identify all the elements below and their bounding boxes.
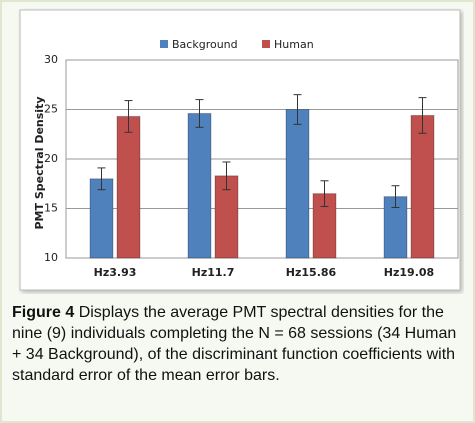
bar: [410, 114, 435, 259]
legend-label: Background: [172, 38, 238, 51]
caption-label: Figure 4: [12, 304, 75, 321]
y-tick-label: 25: [44, 103, 58, 116]
y-tick-label: 30: [44, 53, 58, 66]
bar: [285, 109, 310, 259]
y-tick-label: 20: [44, 152, 58, 165]
x-tick-label: Hz11.7: [192, 266, 235, 279]
y-axis-label: PMT Spectral Density: [33, 97, 46, 230]
bar: [116, 115, 141, 259]
chart: PMT Spectral Density 10 15 20 25 30 Backgroun…: [19, 9, 461, 291]
y-tick-label: 10: [44, 251, 58, 264]
legend-label: Human: [274, 38, 314, 51]
x-tick-label: Hz15.86: [286, 266, 337, 279]
y-tick-label: 15: [44, 202, 58, 215]
x-tick-label: Hz3.93: [94, 266, 137, 279]
bar: [89, 178, 114, 259]
bar: [187, 112, 212, 259]
caption-text: Displays the average PMT spectral densit…: [12, 304, 457, 384]
legend-swatch: [160, 40, 168, 48]
legend-swatch: [262, 40, 270, 48]
caption: Figure 4 Displays the average PMT spectr…: [12, 302, 464, 386]
x-tick-label: Hz19.08: [384, 266, 434, 279]
